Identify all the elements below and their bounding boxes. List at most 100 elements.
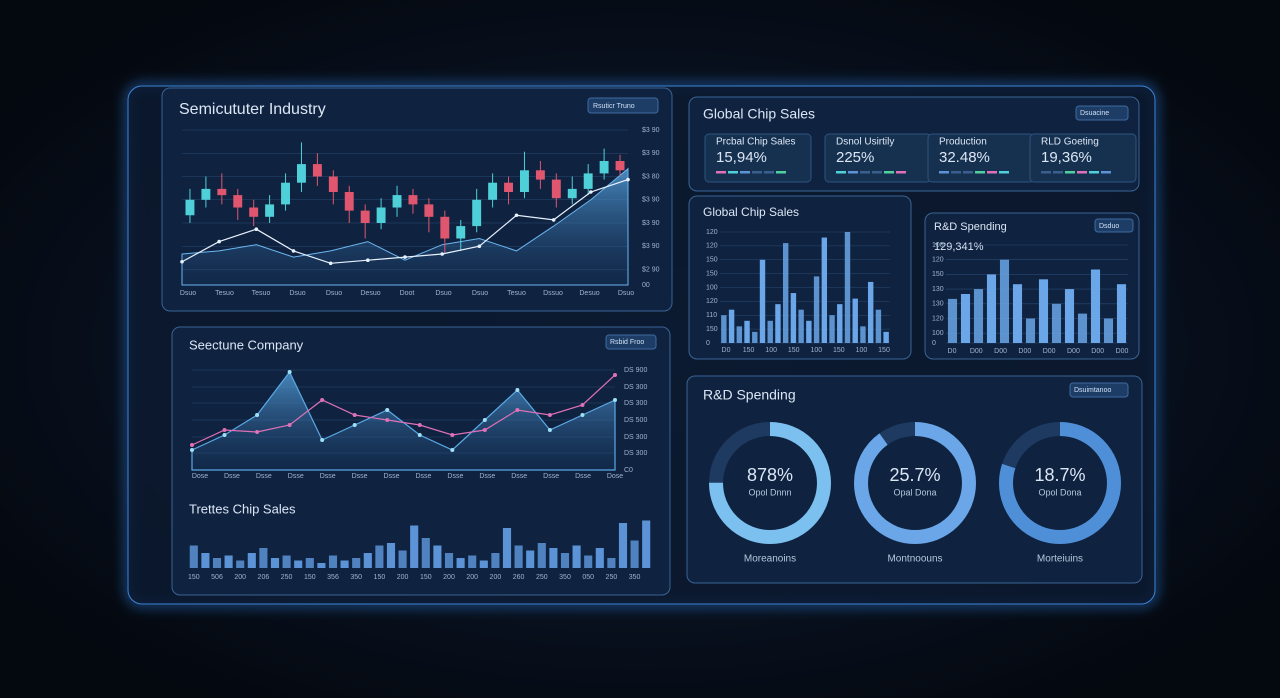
panel-title: Seectune Company xyxy=(189,337,304,352)
candle-body xyxy=(201,188,211,200)
y-tick-label: 130 xyxy=(932,286,944,293)
x-tick-label: 250 xyxy=(606,574,618,581)
candle-body xyxy=(233,195,243,208)
y-tick-label: 150 xyxy=(932,271,944,278)
kpi-segment xyxy=(1041,171,1051,174)
bar xyxy=(282,555,291,568)
point xyxy=(440,252,444,256)
x-tick-label: D0 xyxy=(948,348,957,355)
bar xyxy=(618,523,628,568)
x-tick-label: D00 xyxy=(1116,348,1129,355)
bar xyxy=(584,555,593,568)
x-tick-label: Dsse xyxy=(479,473,495,480)
bar xyxy=(986,274,997,343)
point xyxy=(403,255,407,259)
candle-body xyxy=(567,188,577,199)
x-tick-label: Dsse xyxy=(447,473,463,480)
point xyxy=(547,413,552,417)
kpi-value: 15,94% xyxy=(716,149,767,166)
x-tick-label: Dsse xyxy=(543,473,559,480)
y-tick-label: C0 xyxy=(624,467,633,474)
bar xyxy=(444,553,454,568)
kpi-segment xyxy=(740,171,750,174)
dropdown-label[interactable]: Dsuimtanoo xyxy=(1074,387,1111,394)
bar xyxy=(1051,303,1062,343)
x-tick-label: Dsuo xyxy=(435,290,451,297)
point xyxy=(255,413,260,417)
bar xyxy=(767,320,773,343)
dropdown[interactable] xyxy=(605,334,657,350)
point xyxy=(417,423,422,427)
kpi-segment xyxy=(896,171,906,174)
kpi-segment xyxy=(752,171,762,174)
x-tick-label: D0 xyxy=(722,347,731,354)
x-tick-label: D00 xyxy=(1043,348,1056,355)
y-tick-label: 00 xyxy=(642,282,650,289)
candle-body xyxy=(456,226,466,239)
candle-body xyxy=(297,164,306,183)
bar xyxy=(721,315,727,343)
x-tick-label: 100 xyxy=(765,347,777,354)
bar xyxy=(1090,269,1101,343)
kpi-segment xyxy=(728,171,738,174)
y-tick-label: DS 500 xyxy=(624,417,647,424)
y-tick-label: 120 xyxy=(932,315,944,322)
kpi-segment xyxy=(987,171,997,174)
bar xyxy=(305,558,314,568)
kpi-segment xyxy=(836,171,846,174)
dropdown-label[interactable]: Rsuticr Truno xyxy=(593,103,635,110)
kpi-segment xyxy=(963,171,973,174)
x-tick-label: 206 xyxy=(258,574,270,581)
x-tick-label: 200 xyxy=(466,574,478,581)
kpi-segment xyxy=(884,171,894,174)
bar xyxy=(317,563,326,568)
dropdown-label[interactable]: Dsduo xyxy=(1099,223,1119,230)
panel-title: R&D Spending xyxy=(934,221,1007,233)
point xyxy=(255,430,260,434)
kpi-card xyxy=(1029,133,1137,183)
bar xyxy=(352,558,361,568)
kpi-label: Prcbal Chip Sales xyxy=(716,137,795,148)
x-tick-label: Dsuo xyxy=(326,290,342,297)
x-tick-label: Dsuo xyxy=(618,290,634,297)
point xyxy=(450,448,455,452)
x-tick-label: 506 xyxy=(211,574,223,581)
x-tick-label: D00 xyxy=(1067,348,1080,355)
bar xyxy=(883,331,889,343)
kpi-label: RLD Goeting xyxy=(1041,137,1099,148)
donut-arc xyxy=(854,422,976,544)
candle-body xyxy=(472,199,482,227)
point xyxy=(180,259,184,264)
bar xyxy=(960,294,971,343)
dropdown[interactable] xyxy=(1075,105,1129,121)
x-tick-label: Dsse xyxy=(224,473,240,480)
y-tick-label: 120 xyxy=(932,257,944,264)
candle-body xyxy=(281,182,290,205)
x-tick-label: 200 xyxy=(443,574,455,581)
bar xyxy=(642,520,651,568)
x-tick-label: 150 xyxy=(743,347,755,354)
point xyxy=(417,433,422,437)
dropdown[interactable] xyxy=(587,97,659,114)
bar xyxy=(247,553,256,568)
x-tick-label: Dsse xyxy=(256,473,272,480)
x-tick-label: 350 xyxy=(350,574,362,581)
point xyxy=(613,373,617,377)
dropdown-label[interactable]: Rsbid Froo xyxy=(610,339,644,346)
x-tick-label: Desuo xyxy=(579,290,599,297)
x-tick-label: Dsse xyxy=(288,473,304,480)
bar xyxy=(973,289,984,343)
point xyxy=(254,227,259,231)
bar xyxy=(328,555,338,568)
y-tick-label: $3 90 xyxy=(642,197,660,204)
point xyxy=(514,213,519,218)
bar xyxy=(867,281,874,343)
point xyxy=(626,177,630,182)
dropdown[interactable] xyxy=(1094,218,1134,233)
dropdown-label[interactable]: Dsuacine xyxy=(1080,110,1109,117)
candle-body xyxy=(488,182,498,200)
y-tick-label: DS 900 xyxy=(624,367,647,374)
bar xyxy=(1077,313,1088,343)
point xyxy=(190,443,194,447)
dropdown[interactable] xyxy=(1069,382,1129,398)
